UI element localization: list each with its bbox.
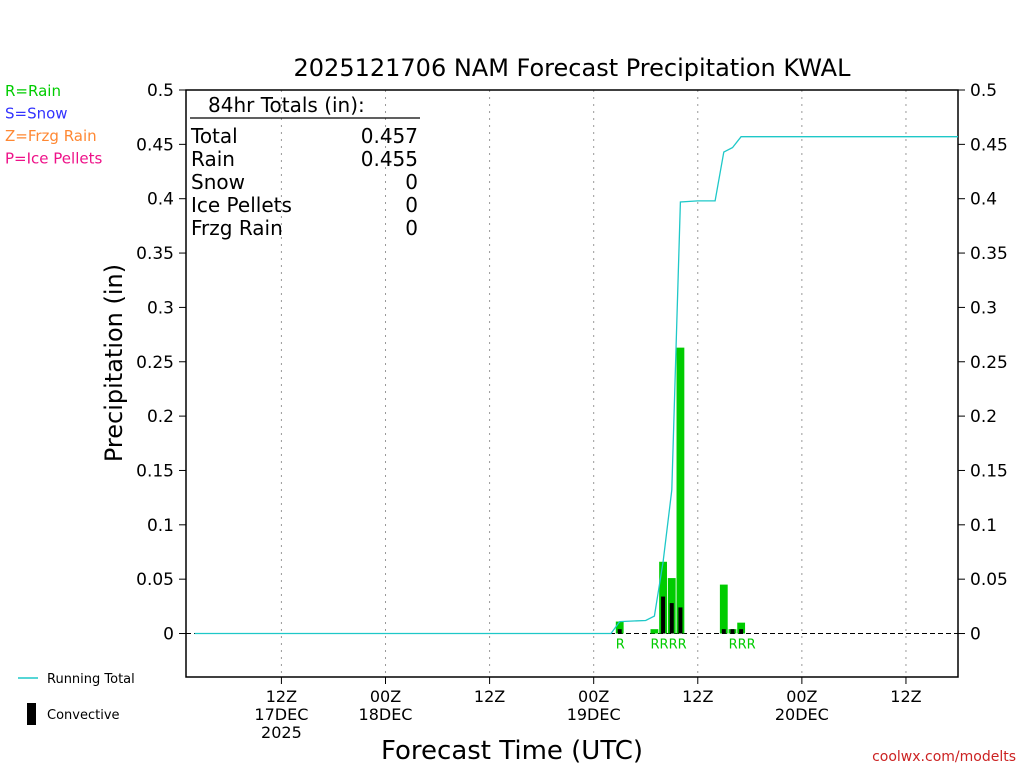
precip-type-labels: R RRRR RRR xyxy=(616,638,756,653)
x-tick-label: 12Z xyxy=(474,687,505,706)
legend-entry: Z=Frzg Rain xyxy=(5,127,97,145)
x-tick-label: 00Z xyxy=(578,687,609,706)
credit-text: coolwx.com/modelts xyxy=(872,749,1016,765)
convective-bar xyxy=(661,596,666,634)
totals-row-label: Frzg Rain xyxy=(191,216,283,240)
y-axis-label: Precipitation (in) xyxy=(100,264,128,462)
bottom-legend-label: Convective xyxy=(47,708,120,723)
legend-entry: R=Rain xyxy=(5,82,61,100)
totals-row-label: Total xyxy=(190,124,238,148)
totals-heading: 84hr Totals (in): xyxy=(208,93,365,117)
totals-row-label: Rain xyxy=(191,147,235,171)
convective-bar xyxy=(739,629,744,634)
y-tick-label-right: 0.45 xyxy=(970,135,1008,155)
convective-bar xyxy=(617,629,622,634)
convective-bar xyxy=(730,629,735,634)
convective-bar xyxy=(721,629,726,634)
x-tick-label: 00Z xyxy=(370,687,401,706)
convective-bar xyxy=(678,607,683,634)
y-tick-label-right: 0.3 xyxy=(970,298,997,318)
x-tick-label: 20DEC xyxy=(775,705,829,724)
y-tick-label-left: 0.2 xyxy=(147,407,174,427)
y-tick-label-right: 0 xyxy=(970,625,981,645)
y-tick-label-left: 0.25 xyxy=(136,353,174,373)
totals-row-label: Snow xyxy=(191,170,245,194)
precip-type-label: R xyxy=(616,638,625,653)
x-tick-label: 17DEC xyxy=(254,705,308,724)
x-tick-label: 12Z xyxy=(682,687,713,706)
convective-bar xyxy=(669,603,674,634)
x-tick-label: 12Z xyxy=(266,687,297,706)
totals-row-value: 0.455 xyxy=(361,147,418,171)
y-tick-label-left: 0.3 xyxy=(147,298,174,318)
vertical-gridlines xyxy=(280,90,907,677)
y-tick-label-left: 0.45 xyxy=(136,135,174,155)
precip-bar xyxy=(676,347,685,634)
precip-bar xyxy=(737,622,746,634)
precip-bar xyxy=(650,629,659,634)
plot-frame xyxy=(185,89,959,678)
bottom-legend-label: Running Total xyxy=(47,672,135,687)
y-tick-label-right: 0.5 xyxy=(970,81,997,101)
precip-bar xyxy=(615,621,624,634)
totals-row-value: 0 xyxy=(405,216,418,240)
y-tick-label-left: 0.15 xyxy=(136,461,174,481)
y-tick-label-left: 0.5 xyxy=(147,81,174,101)
y-axis-ticks: 0 00.05 0.050.1 0.10.15 0.150.2 0.20.25 0.250.… xyxy=(136,81,1008,645)
y-tick-label-left: 0 xyxy=(163,625,174,645)
y-tick-label-right: 0.1 xyxy=(970,516,997,536)
precip-bar xyxy=(719,584,728,634)
totals-row-value: 0.457 xyxy=(361,124,418,148)
legend-swatch-bar xyxy=(27,703,36,725)
y-tick-label-right: 0.15 xyxy=(970,461,1008,481)
precip-type-label: RRRR xyxy=(651,638,687,653)
x-tick-label: 12Z xyxy=(890,687,921,706)
x-tick-label: 18DEC xyxy=(359,705,413,724)
y-tick-label-right: 0.2 xyxy=(970,407,997,427)
bottom-legend: Running Total Convective xyxy=(18,672,135,725)
running-total-line xyxy=(194,136,958,635)
y-tick-label-left: 0.05 xyxy=(136,570,174,590)
y-tick-label-right: 0.35 xyxy=(970,244,1008,264)
precip-type-label: RRR xyxy=(729,638,756,653)
precip-type-legend: R=Rain S=Snow Z=Frzg Rain P=Ice Pellets xyxy=(5,82,102,168)
totals-box: 84hr Totals (in): Total 0.457 Rain 0.455 Snow… xyxy=(190,93,420,240)
chart-title: 2025121706 NAM Forecast Precipitation KW… xyxy=(294,54,852,82)
y-tick-label-right: 0.4 xyxy=(970,190,997,210)
x-axis-label: Forecast Time (UTC) xyxy=(381,736,643,766)
y-tick-label-left: 0.4 xyxy=(147,190,174,210)
totals-row-value: 0 xyxy=(405,193,418,217)
x-tick-label: 2025 xyxy=(261,723,302,742)
x-tick-label: 00Z xyxy=(786,687,817,706)
y-tick-label-left: 0.35 xyxy=(136,244,174,264)
totals-row-label: Ice Pellets xyxy=(191,193,292,217)
legend-entry: S=Snow xyxy=(5,105,68,123)
y-tick-label-right: 0.25 xyxy=(970,353,1008,373)
y-tick-label-right: 0.05 xyxy=(970,570,1008,590)
x-tick-label: 19DEC xyxy=(567,705,621,724)
precip-bars xyxy=(615,347,746,634)
totals-row-value: 0 xyxy=(405,170,418,194)
legend-entry: P=Ice Pellets xyxy=(5,150,102,168)
y-tick-label-left: 0.1 xyxy=(147,516,174,536)
